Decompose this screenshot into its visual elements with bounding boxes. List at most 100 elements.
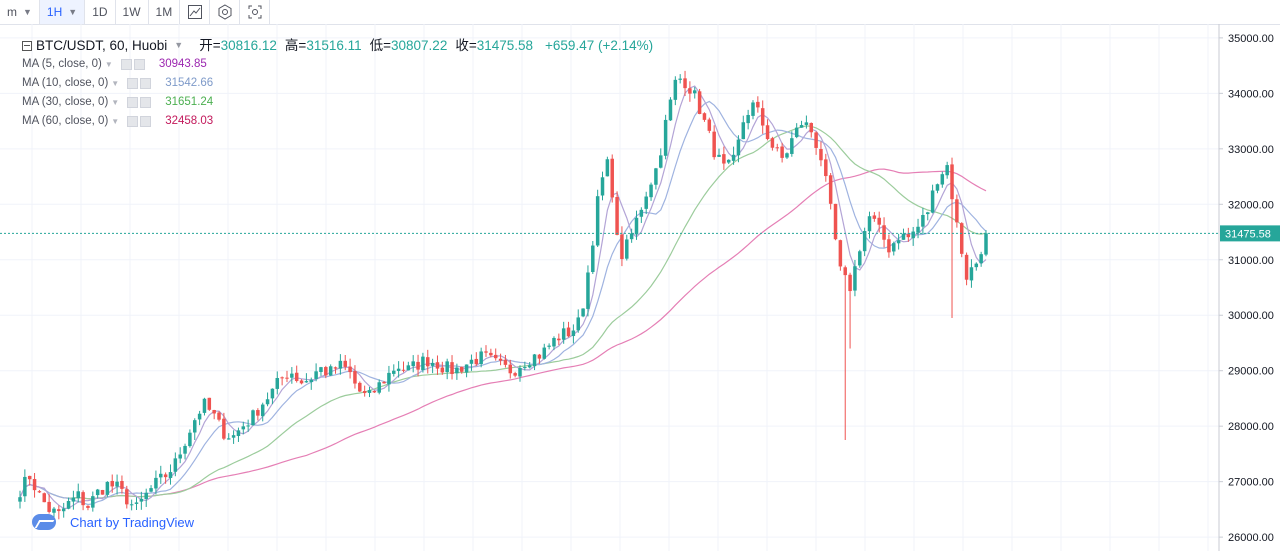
ma30-legend: MA (30, close, 0) ▼ 31651.24 (22, 93, 657, 112)
candle (804, 115, 809, 129)
chart-compare-button[interactable] (180, 0, 211, 24)
candle-body (649, 184, 653, 198)
chevron-down-icon[interactable]: ▼ (111, 79, 120, 88)
settings-icon[interactable] (120, 59, 132, 70)
ma10-label[interactable]: MA (10, close, 0) (22, 77, 109, 89)
candle-body (523, 367, 527, 369)
candle (217, 411, 221, 422)
interval-1m-button[interactable]: 1M (149, 0, 181, 24)
candle-body (610, 158, 614, 198)
candle-body (338, 360, 343, 369)
ma10-value: 31542.66 (165, 77, 214, 89)
candle (814, 131, 818, 155)
candle-body (52, 508, 56, 513)
candle-body (260, 404, 265, 417)
candle-body (202, 398, 207, 413)
candle-body (581, 308, 585, 317)
candle-body (702, 113, 707, 120)
candle (828, 172, 833, 210)
candle (760, 100, 765, 134)
candle-body (722, 154, 726, 164)
candle (435, 355, 440, 375)
settings-icon[interactable] (127, 116, 139, 127)
settings-button[interactable] (210, 0, 241, 24)
candle (197, 410, 202, 426)
candle-body (493, 354, 498, 359)
candle-body (377, 382, 381, 393)
chevron-down-icon: ▼ (23, 7, 32, 17)
chevron-down-icon[interactable]: ▼ (111, 98, 120, 107)
candle-body (426, 357, 430, 367)
candle (309, 377, 314, 390)
screenshot-button[interactable] (240, 0, 271, 24)
screenshot-icon (248, 5, 262, 19)
candle (426, 349, 430, 374)
ma30-label[interactable]: MA (30, close, 0) (22, 96, 109, 108)
candle (547, 343, 551, 350)
settings-icon[interactable] (127, 78, 139, 89)
chevron-down-icon[interactable]: ▼ (104, 60, 113, 69)
ma60-legend: MA (60, close, 0) ▼ 32458.03 (22, 112, 657, 131)
collapse-legend-icon[interactable] (22, 40, 32, 51)
candle (120, 475, 124, 494)
chevron-down-icon[interactable]: ▼ (174, 40, 184, 50)
candle (377, 379, 381, 395)
settings-icon[interactable] (127, 97, 139, 108)
chevron-down-icon[interactable]: ▼ (111, 117, 120, 126)
candle-body (362, 391, 367, 394)
ma60-value: 32458.03 (165, 115, 214, 127)
candle-body (916, 226, 920, 233)
tradingview-branding[interactable]: Chart by TradingView (32, 514, 194, 530)
candle-body (280, 377, 284, 379)
candle-body (770, 138, 775, 148)
candle-body (392, 370, 396, 374)
close-icon[interactable] (140, 116, 152, 127)
symbol-title[interactable]: BTC/USDT, 60, Huobi (36, 38, 168, 53)
candle (683, 70, 687, 96)
candle (207, 397, 212, 411)
candle (57, 505, 61, 520)
candle-body (955, 199, 959, 223)
candle-body (270, 388, 275, 399)
ma60-label[interactable]: MA (60, close, 0) (22, 115, 109, 127)
candle-body (950, 164, 954, 200)
candle (518, 365, 522, 382)
candle-body (222, 418, 226, 439)
candle-body (741, 122, 746, 140)
candle-body (892, 243, 896, 252)
candle (319, 366, 323, 376)
close-icon[interactable] (140, 97, 152, 108)
candle (790, 131, 794, 157)
interval-minutes-dropdown[interactable]: m ▼ (0, 0, 40, 24)
candle (576, 309, 580, 333)
candle-body (814, 132, 818, 148)
candle (396, 361, 401, 378)
candle-body (430, 362, 435, 366)
last-price-tag (1220, 225, 1280, 242)
last-price-label: 31475.58 (1225, 228, 1271, 240)
ma5-label[interactable]: MA (5, close, 0) (22, 58, 102, 70)
price-chart[interactable]: 26000.00 27000.00 28000.00 29000.00 30000.00… (0, 24, 1280, 551)
candle (76, 483, 80, 503)
interval-1w-button[interactable]: 1W (116, 0, 149, 24)
candle-body (231, 435, 236, 438)
candle (557, 333, 561, 346)
interval-1d-button[interactable]: 1D (85, 0, 116, 24)
candle (896, 233, 901, 250)
candle-body (984, 233, 988, 255)
moving-averages (19, 85, 987, 510)
candle (406, 361, 411, 371)
settings-gear-icon (218, 4, 232, 20)
candle-body (358, 382, 362, 392)
candle (430, 358, 435, 374)
interval-1h-dropdown[interactable]: 1H ▼ (39, 0, 86, 24)
close-icon[interactable] (133, 59, 145, 70)
candle (464, 364, 469, 378)
candle (843, 265, 847, 441)
candle (848, 272, 852, 349)
candle-body (945, 165, 949, 176)
candle (493, 348, 498, 361)
close-icon[interactable] (140, 78, 152, 89)
candle (489, 348, 493, 358)
candle-body (421, 356, 425, 371)
